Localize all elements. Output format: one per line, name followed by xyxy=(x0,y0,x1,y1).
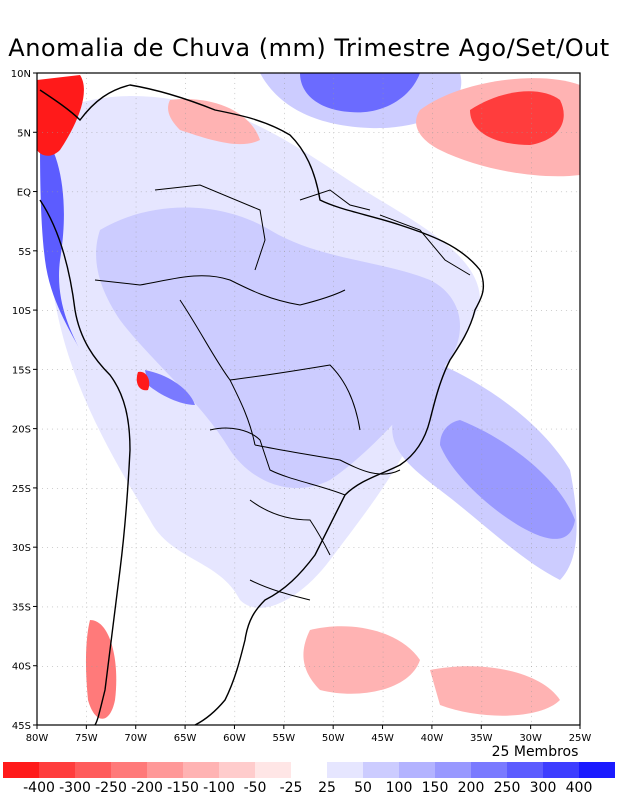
lat-tick-label: EQ xyxy=(17,188,31,199)
colorbar-swatch xyxy=(183,762,219,778)
colorbar-swatch xyxy=(147,762,183,778)
lat-tick-label: 5N xyxy=(17,128,31,139)
colorbar-swatch xyxy=(363,762,399,778)
coastlines xyxy=(39,84,484,726)
colorbar-label: 50 xyxy=(354,780,372,796)
colorbar-swatch xyxy=(471,762,507,778)
map-gridlines xyxy=(37,73,580,725)
colorbar-label: -250 xyxy=(95,780,127,796)
lat-tick-label: 5S xyxy=(18,247,31,258)
lat-tick-label: 10S xyxy=(12,306,31,317)
lon-tick-label: 25W xyxy=(569,733,592,744)
colorbar-label: 250 xyxy=(493,780,521,796)
colorbar-label: 25 xyxy=(318,780,336,796)
colorbar-label: -100 xyxy=(203,780,235,796)
colorbar-swatch xyxy=(543,762,579,778)
lon-tick-label: 45W xyxy=(371,733,394,744)
colorbar-label: 100 xyxy=(385,780,413,796)
colorbar-swatch xyxy=(75,762,111,778)
lon-tick-label: 65W xyxy=(174,733,197,744)
colorbar-swatch xyxy=(399,762,435,778)
lon-tick-label: 60W xyxy=(223,733,246,744)
lon-tick-label: 55W xyxy=(273,733,296,744)
colorbar-swatch xyxy=(327,762,363,778)
colorbar-label: 300 xyxy=(529,780,557,796)
colorbar-label: -400 xyxy=(23,780,55,796)
colorbar-label: -200 xyxy=(131,780,163,796)
lat-tick-label: 15S xyxy=(12,365,31,376)
colorbar-label: 150 xyxy=(421,780,449,796)
colorbar-label: -150 xyxy=(167,780,199,796)
lon-tick-label: 50W xyxy=(322,733,345,744)
longitude-axis: 80W 75W 70W 65W 60W 55W 50W 45W 40W 35W 30W 25W xyxy=(26,725,592,744)
latitude-axis: 10N 5N EQ 5S 10S 15S 20S 25S 30S 35S 40S 45S xyxy=(11,69,37,732)
lon-tick-label: 35W xyxy=(470,733,493,744)
colorbar xyxy=(3,762,615,778)
colorbar-swatch xyxy=(579,762,615,778)
map-frame xyxy=(36,72,581,726)
lon-tick-label: 30W xyxy=(519,733,542,744)
colorbar-swatch xyxy=(255,762,291,778)
colorbar-swatch xyxy=(291,762,327,778)
colorbar-swatch xyxy=(507,762,543,778)
members-label: 25 Membros xyxy=(491,744,579,760)
lat-tick-label: 10N xyxy=(11,69,31,80)
colorbar-swatch xyxy=(111,762,147,778)
lat-tick-label: 20S xyxy=(12,425,31,436)
lon-tick-label: 75W xyxy=(75,733,98,744)
lon-tick-label: 40W xyxy=(421,733,444,744)
lon-tick-label: 80W xyxy=(26,733,49,744)
lat-tick-label: 40S xyxy=(12,662,31,673)
colorbar-label: 400 xyxy=(565,780,593,796)
lat-tick-label: 30S xyxy=(12,543,31,554)
lat-tick-label: 45S xyxy=(12,721,31,732)
colorbar-label: -300 xyxy=(59,780,91,796)
colorbar-label: -25 xyxy=(279,780,303,796)
colorbar-swatch xyxy=(39,762,75,778)
lat-tick-label: 25S xyxy=(12,484,31,495)
country-borders xyxy=(94,184,471,601)
colorbar-label: 200 xyxy=(457,780,485,796)
colorbar-swatch xyxy=(219,762,255,778)
colorbar-swatch xyxy=(3,762,39,778)
colorbar-label: -50 xyxy=(243,780,267,796)
lon-tick-label: 70W xyxy=(124,733,147,744)
lat-tick-label: 35S xyxy=(12,602,31,613)
map-title: Anomalia de Chuva (mm) Trimestre Ago/Set… xyxy=(8,34,610,62)
colorbar-swatch xyxy=(435,762,471,778)
